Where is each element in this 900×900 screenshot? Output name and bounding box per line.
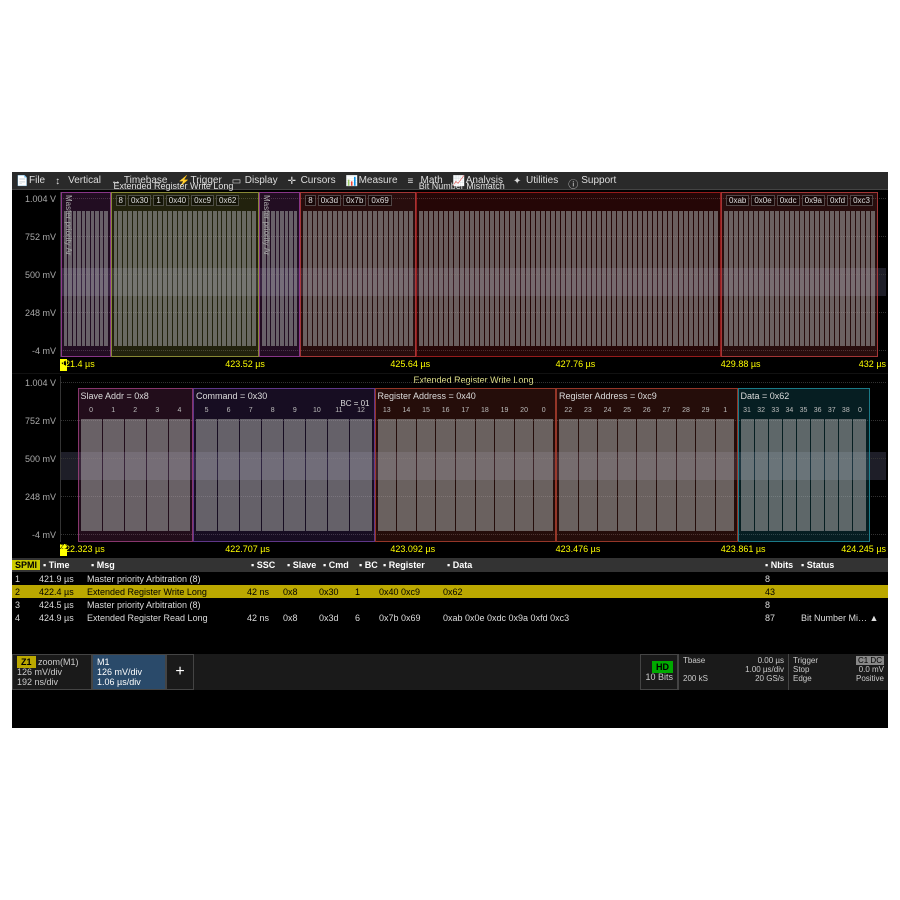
decode-table[interactable]: SPMI▪ Time▪ Msg▪ SSC▪ Slave▪ Cmd▪ BC▪ Re… xyxy=(12,558,888,654)
ylabel: 752 mV xyxy=(25,232,56,242)
xlabel: 423.861 µs xyxy=(721,544,766,554)
z1-box[interactable]: Z1 zoom(M1) 126 mV/div 192 ns/div xyxy=(12,654,92,690)
xlabel: 423.52 µs xyxy=(225,359,265,369)
decode-region[interactable]: Extended Register Write Long80x3010x400x… xyxy=(111,192,260,357)
decode-region[interactable]: 0xab0x0e0xdc0x9a0xfd0xc3 xyxy=(721,192,878,357)
menu-cursors[interactable]: ✛Cursors xyxy=(288,175,336,186)
ylabel: 248 mV xyxy=(25,308,56,318)
yaxis-main: 1.004 V 752 mV 500 mV 248 mV -4 mV xyxy=(12,190,60,373)
yaxis-zoom: 1.004 V 752 mV 500 mV 248 mV -4 mV xyxy=(12,374,60,558)
menu-display[interactable]: ▭Display xyxy=(232,175,278,186)
timebase-box[interactable]: Tbase0.00 µs 1.00 µs/div 200 kS20 GS/s xyxy=(678,654,788,690)
col-header[interactable]: ▪ SSC xyxy=(248,560,284,570)
xaxis-main: 421.4 µs 423.52 µs 425.64 µs 427.76 µs 429.8… xyxy=(60,359,886,373)
xlabel: 421.4 µs xyxy=(60,359,95,369)
decode-region[interactable]: Master priority Ar xyxy=(61,192,111,357)
add-channel-button[interactable]: + xyxy=(166,654,194,690)
ylabel: 1.004 V xyxy=(25,194,56,204)
ylabel: 248 mV xyxy=(25,492,56,502)
col-header[interactable]: ▪ Register xyxy=(380,560,444,570)
waveform-zoom[interactable]: 1.004 V 752 mV 500 mV 248 mV -4 mV Extended … xyxy=(12,374,888,558)
protocol-badge[interactable]: SPMI xyxy=(12,560,40,570)
menu-file[interactable]: 📄File xyxy=(16,175,45,186)
xlabel: 427.76 µs xyxy=(556,359,596,369)
ylabel: -4 mV xyxy=(32,530,56,540)
xaxis-zoom: 422.323 µs 422.707 µs 423.092 µs 423.476 µs… xyxy=(60,544,886,558)
decode-field[interactable]: Register Address = 0x4013141516171819200 xyxy=(375,388,557,542)
menu-measure[interactable]: 📊Measure xyxy=(346,175,398,186)
xlabel: 423.092 µs xyxy=(390,544,435,554)
decode-field[interactable]: Command = 0x30BC = 0156789101112 xyxy=(193,388,375,542)
menu-support[interactable]: ⓘSupport xyxy=(568,175,616,186)
decode-field[interactable]: Register Address = 0xc922232425262728291 xyxy=(556,388,738,542)
status-footer: Z1 zoom(M1) 126 mV/div 192 ns/div M1 126… xyxy=(12,654,888,690)
zoom-title: Extended Register Write Long xyxy=(61,375,886,385)
trigger-box[interactable]: TriggerC1 DC Stop0.0 mV EdgePositive xyxy=(788,654,888,690)
col-header[interactable]: ▪ BC xyxy=(356,560,380,570)
ylabel: 1.004 V xyxy=(25,378,56,388)
ylabel: 500 mV xyxy=(25,270,56,280)
decode-field[interactable]: Slave Addr = 0x801234 xyxy=(78,388,194,542)
col-header[interactable]: ▪ Time xyxy=(40,560,88,570)
table-row[interactable]: 2422.4 µsExtended Register Write Long42 … xyxy=(12,585,888,598)
decode-region[interactable]: 80x3d0x7b0x69 xyxy=(300,192,416,357)
xlabel: 429.88 µs xyxy=(721,359,761,369)
xlabel: 422.323 µs xyxy=(60,544,105,554)
xlabel: 422.707 µs xyxy=(225,544,270,554)
menu-utilities[interactable]: ✦Utilities xyxy=(513,175,558,186)
col-header[interactable]: ▪ Msg xyxy=(88,560,248,570)
table-row[interactable]: 4424.9 µsExtended Register Read Long42 n… xyxy=(12,611,888,624)
m1-box[interactable]: M1 126 mV/div 1.06 µs/div xyxy=(92,654,166,690)
xlabel: 432 µs xyxy=(859,359,886,369)
col-header[interactable]: ▪ Status xyxy=(798,560,888,570)
decode-field[interactable]: Data = 0x6231323334353637380 xyxy=(738,388,870,542)
table-row[interactable]: 3424.5 µsMaster priority Arbitration (8)… xyxy=(12,598,888,611)
ylabel: 752 mV xyxy=(25,416,56,426)
xlabel: 424.245 µs xyxy=(841,544,886,554)
oscilloscope-window: 📄File ↕Vertical ↔Timebase ⚡Trigger ▭Disp… xyxy=(12,172,888,728)
decode-region[interactable]: Master priority Ar xyxy=(259,192,300,357)
menu-vertical[interactable]: ↕Vertical xyxy=(55,175,101,186)
col-header[interactable]: ▪ Nbits xyxy=(762,560,798,570)
col-header[interactable]: ▪ Data xyxy=(444,560,762,570)
xlabel: 425.64 µs xyxy=(390,359,430,369)
hd-box[interactable]: HD 10 Bits xyxy=(640,654,678,690)
col-header[interactable]: ▪ Slave xyxy=(284,560,320,570)
ylabel: -4 mV xyxy=(32,346,56,356)
ylabel: 500 mV xyxy=(25,454,56,464)
waveform-main[interactable]: 1.004 V 752 mV 500 mV 248 mV -4 mV Master pr… xyxy=(12,190,888,374)
decode-region[interactable]: Bit Number Mismatch xyxy=(416,192,721,357)
col-header[interactable]: ▪ Cmd xyxy=(320,560,356,570)
xlabel: 423.476 µs xyxy=(556,544,601,554)
table-row[interactable]: 1421.9 µsMaster priority Arbitration (8)… xyxy=(12,572,888,585)
